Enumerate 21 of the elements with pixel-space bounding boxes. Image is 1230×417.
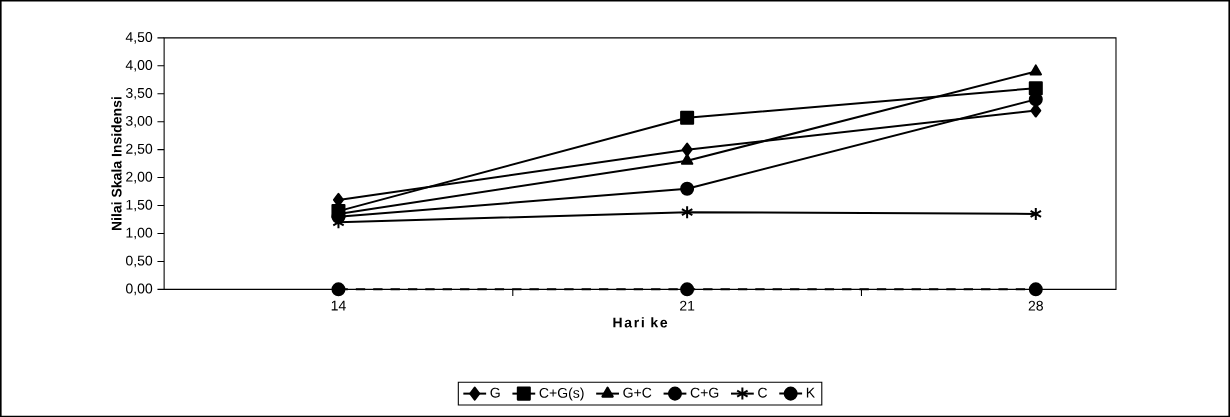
legend-label: K (806, 387, 815, 398)
y-tick-label: 3,50 (125, 87, 153, 100)
x-axis-title: Hari ke (613, 316, 668, 328)
x-tick-label: 21 (680, 300, 695, 311)
legend-label: C (758, 387, 768, 398)
y-tick-label: 4,00 (125, 59, 153, 72)
legend-label: G (490, 387, 500, 398)
y-tick-label: 0,50 (125, 255, 153, 268)
y-tick-label: 3,00 (125, 115, 153, 128)
y-tick-label: 4,50 (125, 31, 153, 44)
y-tick-label: 0,00 (125, 283, 153, 295)
y-tick-label: 1,50 (126, 199, 153, 212)
legend-label: G+C (623, 387, 652, 398)
legend-label: C+G (690, 387, 719, 398)
y-tick-label: 1,00 (126, 227, 153, 240)
x-tick-label: 14 (331, 300, 346, 311)
legend-label: C+G(s) (539, 387, 584, 401)
x-tick-label: 28 (1028, 300, 1043, 311)
y-tick-label: 2,50 (126, 143, 153, 156)
y-axis-title: Nilai Skala Insidensi (111, 96, 122, 230)
y-tick-label: 2,00 (126, 171, 153, 184)
